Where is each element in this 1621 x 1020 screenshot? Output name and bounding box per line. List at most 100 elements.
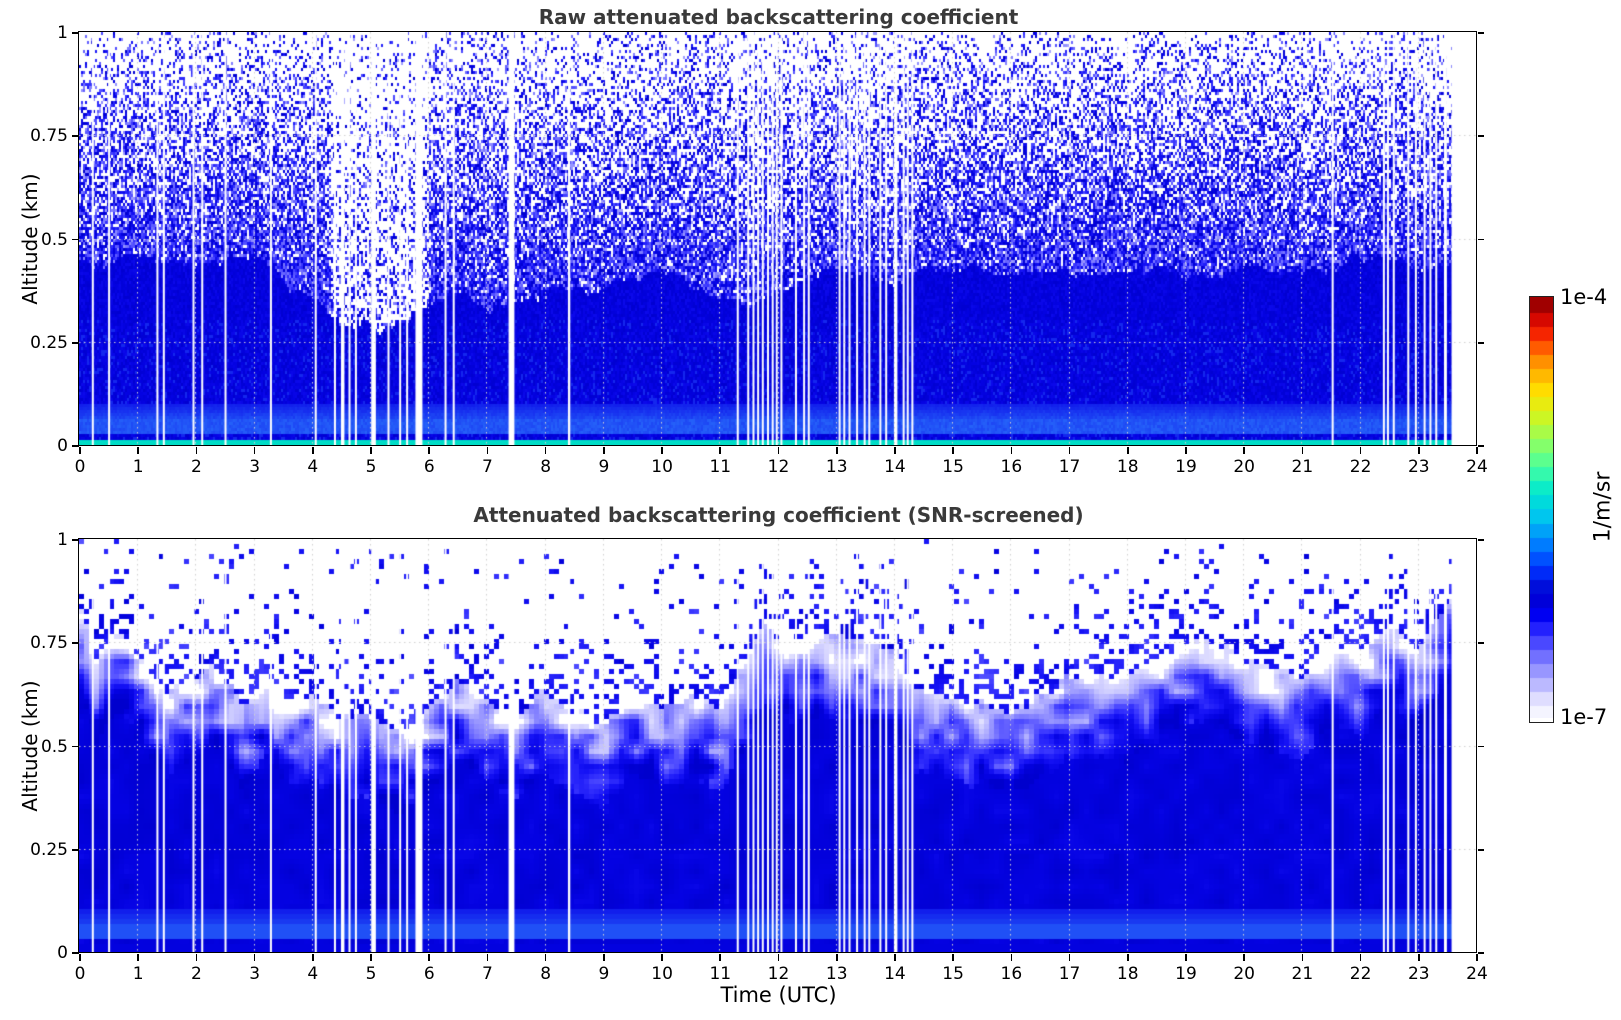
screened-x-tickmark <box>486 954 489 961</box>
screened-y-tickmark-right <box>1478 952 1484 954</box>
screened-x-tickmark <box>1417 954 1420 961</box>
screened-x-tickmark <box>1476 954 1478 961</box>
screened-x-tick-label: 5 <box>365 964 377 984</box>
screened-x-tickmark <box>253 954 256 961</box>
raw-x-tick-label: 22 <box>1349 457 1372 477</box>
screened-y-tickmark <box>72 952 79 954</box>
screened-y-tickmark-right <box>1478 642 1484 645</box>
screened-plot-title: Attenuated backscattering coefficient (S… <box>473 503 1084 527</box>
raw-x-tick-label: 9 <box>598 457 610 477</box>
screened-x-tickmark <box>428 954 431 961</box>
screened-x-tick-label: 24 <box>1466 964 1488 984</box>
screened-y-tick-label: 0 <box>57 943 68 963</box>
raw-x-tickmark <box>661 447 663 454</box>
screened-x-tick-label: 22 <box>1349 964 1372 984</box>
raw-plot-area <box>78 31 1477 446</box>
screened-x-tickmark <box>1068 954 1071 961</box>
screened-x-tick-label: 3 <box>249 964 261 984</box>
raw-x-tickmark <box>1010 447 1013 454</box>
raw-x-tick-label: 5 <box>365 457 377 477</box>
raw-x-tick-label: 18 <box>1116 457 1139 477</box>
raw-plot-title: Raw attenuated backscattering coefficien… <box>538 5 1019 29</box>
raw-x-tickmark <box>79 447 81 454</box>
raw-x-tick-label: 8 <box>540 457 552 477</box>
screened-x-tickmark <box>1243 954 1245 961</box>
raw-heatmap-canvas <box>79 32 1476 445</box>
screened-x-tick-label: 7 <box>482 964 493 984</box>
screened-x-tick-label: 4 <box>307 964 319 984</box>
raw-x-tickmark <box>603 447 605 454</box>
screened-x-tickmark <box>544 954 547 961</box>
screened-x-tick-label: 6 <box>423 964 435 984</box>
screened-x-tick-label: 20 <box>1233 964 1255 984</box>
colorbar-units-label: 1/m/sr <box>1590 471 1616 543</box>
raw-x-tick-label: 0 <box>74 457 86 477</box>
screened-x-tick-label: 17 <box>1058 964 1081 984</box>
screened-y-tickmark <box>72 642 79 645</box>
screened-y-tickmark <box>72 745 79 748</box>
raw-x-tick-label: 1 <box>132 457 144 477</box>
raw-x-tickmark <box>777 447 780 454</box>
screened-x-tick-label: 9 <box>598 964 610 984</box>
screened-x-tickmark <box>195 954 198 961</box>
raw-y-tickmark-right <box>1478 135 1484 138</box>
screened-x-tickmark <box>137 954 139 961</box>
screened-x-tick-label: 13 <box>825 964 848 984</box>
screened-x-tick-label: 12 <box>767 964 790 984</box>
screened-x-tickmark <box>661 954 663 961</box>
raw-x-tickmark <box>719 447 722 454</box>
raw-x-tick-label: 20 <box>1233 457 1255 477</box>
screened-y-tickmark-right <box>1478 745 1484 748</box>
raw-y-tickmark-right <box>1478 445 1484 447</box>
screened-x-tickmark <box>1126 954 1129 961</box>
colorbar <box>1529 296 1554 723</box>
raw-x-tickmark <box>835 447 838 454</box>
screened-x-tickmark <box>1185 954 1187 961</box>
screened-x-tickmark <box>312 954 314 961</box>
raw-x-tickmark <box>137 447 139 454</box>
screened-x-tick-label: 10 <box>651 964 673 984</box>
colorbar-min-label: 1e-7 <box>1560 705 1608 729</box>
raw-y-tick-label: 1 <box>57 23 68 43</box>
screened-x-tickmark <box>835 954 838 961</box>
raw-x-tick-label: 6 <box>423 457 435 477</box>
raw-y-tickmark <box>72 341 79 344</box>
raw-x-tickmark <box>1068 447 1071 454</box>
raw-x-tickmark <box>1185 447 1187 454</box>
screened-y-tick-label: 1 <box>57 530 68 550</box>
raw-x-tickmark <box>486 447 489 454</box>
raw-y-tickmark-right <box>1478 341 1484 344</box>
raw-x-tick-label: 11 <box>709 457 732 477</box>
screened-x-tick-label: 19 <box>1175 964 1197 984</box>
raw-x-tick-label: 23 <box>1407 457 1430 477</box>
screened-x-tickmark <box>894 954 896 961</box>
screened-x-tickmark <box>370 954 372 961</box>
raw-x-tick-label: 10 <box>651 457 673 477</box>
screened-x-tickmark <box>1359 954 1362 961</box>
screened-x-tick-label: 18 <box>1116 964 1139 984</box>
raw-x-tick-label: 24 <box>1466 457 1488 477</box>
colorbar-max-label: 1e-4 <box>1560 285 1608 309</box>
screened-x-tick-label: 21 <box>1291 964 1314 984</box>
screened-y-tickmark-right <box>1478 539 1484 541</box>
screened-x-tick-label: 8 <box>540 964 552 984</box>
raw-x-tickmark <box>370 447 372 454</box>
raw-x-tick-label: 21 <box>1291 457 1314 477</box>
screened-y-tickmark-right <box>1478 848 1484 851</box>
screened-x-tick-label: 0 <box>74 964 86 984</box>
raw-y-tick-label: 0.75 <box>30 126 68 147</box>
screened-x-tickmark <box>603 954 605 961</box>
raw-x-tick-label: 2 <box>190 457 202 477</box>
screened-y-tickmark <box>72 539 79 541</box>
raw-x-tick-label: 17 <box>1058 457 1081 477</box>
colorbar-canvas <box>1530 297 1553 718</box>
raw-x-tickmark <box>1126 447 1129 454</box>
raw-x-tickmark <box>1243 447 1245 454</box>
x-axis-label: Time (UTC) <box>720 983 837 1007</box>
raw-x-tickmark <box>1476 447 1478 454</box>
screened-x-tick-label: 23 <box>1407 964 1430 984</box>
raw-y-tick-label: 0 <box>57 436 68 456</box>
raw-x-tickmark <box>312 447 314 454</box>
raw-y-tickmark-right <box>1478 32 1484 34</box>
